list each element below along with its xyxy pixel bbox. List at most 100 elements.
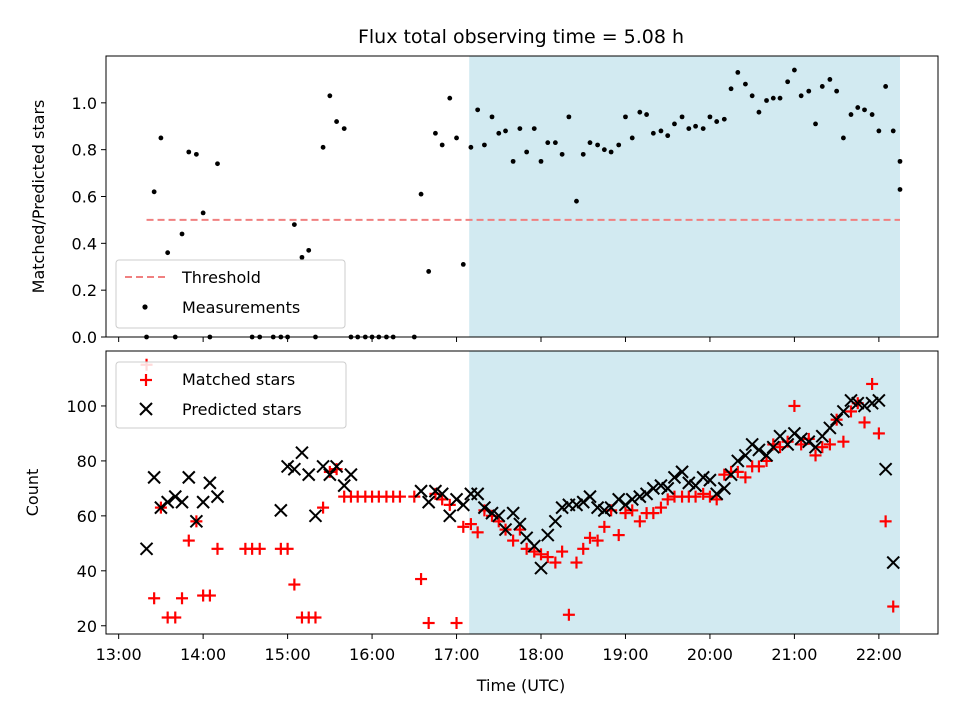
matched-stars-point xyxy=(823,438,836,451)
count-y-tick-label: 20 xyxy=(77,617,97,636)
measurement-point xyxy=(587,140,593,146)
predicted-stars-point xyxy=(139,542,154,556)
count-panel: 20 40 60 80 100 13:00 14:00 15:00 16:00 17:00 18:… xyxy=(23,350,939,695)
matched-stars-point xyxy=(169,611,182,624)
predicted-stars-point xyxy=(329,459,344,474)
matched-stars-point xyxy=(513,523,526,536)
predicted-stars-point xyxy=(675,465,689,479)
matched-stars-point xyxy=(844,405,857,418)
predicted-stars-point xyxy=(738,448,753,463)
ratio-y-tick-label: 0.4 xyxy=(72,234,97,253)
measurement-point xyxy=(580,151,586,157)
predicted-stars-point xyxy=(823,421,837,435)
measurement-point xyxy=(862,107,867,113)
measurement-point xyxy=(777,95,783,101)
measurement-point xyxy=(897,158,903,164)
matched-stars-point xyxy=(211,542,224,555)
predicted-stars-point xyxy=(709,487,724,501)
matched-stars-point xyxy=(176,592,189,605)
predicted-stars-point xyxy=(541,528,555,542)
measurements-legend-label: Measurements xyxy=(182,298,300,317)
matched-stars-point xyxy=(837,435,850,448)
predicted-stars-point xyxy=(316,459,330,474)
measurement-point xyxy=(299,254,305,260)
predicted-stars-point xyxy=(851,396,865,410)
matched-stars-point xyxy=(598,520,611,533)
count-marks xyxy=(139,358,900,630)
predicted-stars-point xyxy=(646,481,661,496)
predicted-stars-point xyxy=(829,412,844,427)
predicted-stars-point xyxy=(443,509,457,523)
predicted-stars-point xyxy=(583,489,597,504)
predicted-stars-point xyxy=(274,503,288,518)
ratio-y-tick-label: 0.8 xyxy=(72,141,97,160)
measurement-point xyxy=(566,114,572,120)
measurement-point xyxy=(538,158,544,164)
matched-stars-point xyxy=(549,556,562,569)
matched-stars-point xyxy=(718,468,731,481)
measurement-point xyxy=(482,142,487,148)
matched-stars-point xyxy=(415,573,428,586)
measurement-point xyxy=(743,81,748,87)
measurement-point xyxy=(869,112,875,117)
measurement-point xyxy=(158,135,164,141)
predicted-stars-point xyxy=(766,440,780,454)
matched-stars-point xyxy=(422,617,435,630)
predicted-stars-point xyxy=(302,467,316,482)
count-x-tick-label: 14:00 xyxy=(180,645,226,664)
matched-stars-point xyxy=(816,441,829,454)
count-plot-frame xyxy=(105,350,939,635)
measurement-point xyxy=(650,130,656,136)
count-y-tick-label: 80 xyxy=(77,452,97,471)
matched-stars-point xyxy=(148,592,161,605)
predicted-stars-point xyxy=(337,478,351,493)
matched-stars-point xyxy=(507,534,520,547)
predicted-stars-point xyxy=(323,467,337,482)
predicted-stars-point xyxy=(513,517,527,531)
count-x-tick-label: 21:00 xyxy=(771,645,817,664)
predicted-stars-point xyxy=(667,470,682,485)
matched-stars-point xyxy=(281,542,294,555)
matched-stars-point xyxy=(182,534,195,547)
measurement-point xyxy=(700,126,706,131)
matched-stars-point xyxy=(583,531,596,544)
matched-stars-point xyxy=(492,515,505,528)
predicted-legend-swatch xyxy=(139,402,153,416)
measurement-point xyxy=(629,135,635,141)
ratio-y-tick-label: 0.6 xyxy=(72,188,97,207)
matched-stars-point xyxy=(689,490,702,503)
matched-legend-swatch xyxy=(140,374,152,386)
measurement-point xyxy=(327,93,333,99)
matched-stars-point xyxy=(710,493,723,506)
predicted-stars-point xyxy=(428,484,443,498)
measurement-point xyxy=(151,189,157,195)
count-y-ticks: 20 40 60 80 100 xyxy=(66,397,106,636)
measurement-point xyxy=(813,121,818,127)
matched-stars-point xyxy=(626,504,639,517)
measurement-point xyxy=(848,112,854,117)
predicted-stars-point xyxy=(160,495,175,509)
count-x-tick-label: 22:00 xyxy=(856,645,902,664)
matched-stars-point xyxy=(866,377,879,390)
measurement-point xyxy=(658,128,664,134)
ratio-marks xyxy=(144,67,903,340)
matched-stars-point xyxy=(288,578,301,591)
matched-stars-point xyxy=(393,490,406,503)
count-x-tick-label: 18:00 xyxy=(518,645,564,664)
predicted-stars-point xyxy=(527,539,541,553)
measurement-point xyxy=(792,67,797,73)
measurement-point xyxy=(897,187,903,192)
ratio-legend: Threshold Measurements xyxy=(115,259,346,329)
measurement-point xyxy=(179,231,185,237)
predicted-stars-point xyxy=(886,555,900,570)
count-legend: Matched stars Predicted stars xyxy=(115,361,347,429)
measurement-point xyxy=(693,123,698,129)
ratio-y-tick-label: 0.2 xyxy=(72,281,97,300)
measurement-point xyxy=(496,130,502,136)
count-x-tick-label: 19:00 xyxy=(602,645,648,664)
predicted-stars-point xyxy=(703,473,717,487)
predicted-stars-point xyxy=(731,454,745,468)
predicted-stars-point xyxy=(794,432,808,446)
predicted-stars-point xyxy=(295,445,309,460)
matched-stars-point xyxy=(317,501,330,514)
